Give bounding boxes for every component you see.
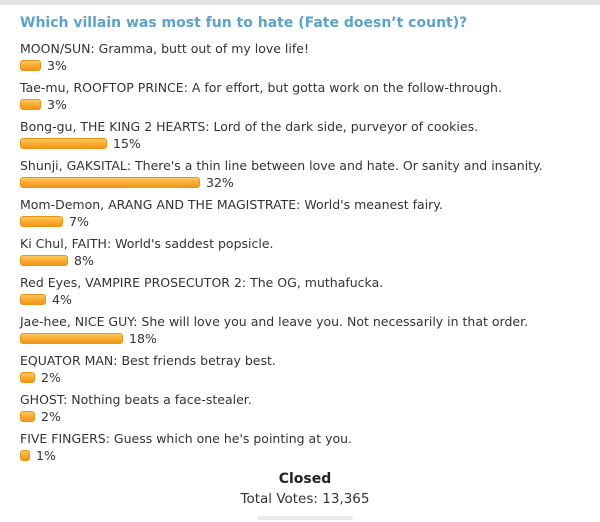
option-label: GHOST: Nothing beats a face-stealer. xyxy=(20,392,252,407)
option-result-row: 32% xyxy=(20,176,590,189)
result-bar xyxy=(20,411,35,422)
result-bar xyxy=(20,294,46,305)
option-result-row: 2% xyxy=(20,410,590,423)
poll-option-row: Red Eyes, VAMPIRE PROSECUTOR 2: The OG, … xyxy=(20,275,590,306)
poll-option-row: Shunji, GAKSITAL: There's a thin line be… xyxy=(20,158,590,189)
option-label: EQUATOR MAN: Best friends betray best. xyxy=(20,353,276,368)
poll-footer: Closed Total Votes: 13,365 xyxy=(20,471,590,508)
option-label: Red Eyes, VAMPIRE PROSECUTOR 2: The OG, … xyxy=(20,275,384,290)
option-label: Mom-Demon, ARANG AND THE MAGISTRATE: Wor… xyxy=(20,197,443,212)
option-label: MOON/SUN: Gramma, butt out of my love li… xyxy=(20,41,309,56)
result-bar xyxy=(20,450,30,461)
option-result-row: 2% xyxy=(20,371,590,384)
result-bar xyxy=(20,177,200,188)
poll-question: Which villain was most fun to hate (Fate… xyxy=(20,15,468,31)
option-label: Bong-gu, THE KING 2 HEARTS: Lord of the … xyxy=(20,119,479,134)
option-result-row: 8% xyxy=(20,254,590,267)
result-percentage: 1% xyxy=(36,448,56,463)
result-percentage: 32% xyxy=(206,175,234,190)
poll-status: Closed xyxy=(278,471,332,487)
option-label: Ki Chul, FAITH: World's saddest popsicle… xyxy=(20,236,274,251)
result-bar xyxy=(20,333,123,344)
option-result-row: 4% xyxy=(20,293,590,306)
bottom-edge-strip xyxy=(257,516,353,520)
poll-option-row: Bong-gu, THE KING 2 HEARTS: Lord of the … xyxy=(20,119,590,150)
result-bar xyxy=(20,138,107,149)
total-votes: Total Votes: 13,365 xyxy=(240,491,370,507)
result-percentage: 15% xyxy=(113,136,141,151)
option-result-row: 3% xyxy=(20,59,590,72)
result-percentage: 2% xyxy=(41,409,61,424)
result-bar xyxy=(20,216,63,227)
option-result-row: 15% xyxy=(20,137,590,150)
poll-options-list: MOON/SUN: Gramma, butt out of my love li… xyxy=(20,41,590,462)
option-label: Jae-hee, NICE GUY: She will love you and… xyxy=(20,314,529,329)
option-label: FIVE FINGERS: Guess which one he's point… xyxy=(20,431,353,446)
result-bar xyxy=(20,255,68,266)
top-edge-strip xyxy=(0,0,600,5)
result-bar xyxy=(20,99,41,110)
result-percentage: 18% xyxy=(129,331,157,346)
result-percentage: 3% xyxy=(47,97,67,112)
poll-option-row: Ki Chul, FAITH: World's saddest popsicle… xyxy=(20,236,590,267)
poll-option-row: Jae-hee, NICE GUY: She will love you and… xyxy=(20,314,590,345)
result-bar xyxy=(20,60,41,71)
result-percentage: 2% xyxy=(41,370,61,385)
poll-option-row: Tae-mu, ROOFTOP PRINCE: A for effort, bu… xyxy=(20,80,590,111)
poll-option-row: MOON/SUN: Gramma, butt out of my love li… xyxy=(20,41,590,72)
result-percentage: 7% xyxy=(69,214,89,229)
option-label: Shunji, GAKSITAL: There's a thin line be… xyxy=(20,158,543,173)
option-result-row: 7% xyxy=(20,215,590,228)
result-percentage: 4% xyxy=(52,292,72,307)
result-percentage: 3% xyxy=(47,58,67,73)
poll-option-row: GHOST: Nothing beats a face-stealer. 2% xyxy=(20,392,590,423)
option-result-row: 3% xyxy=(20,98,590,111)
option-result-row: 1% xyxy=(20,449,590,462)
poll-option-row: Mom-Demon, ARANG AND THE MAGISTRATE: Wor… xyxy=(20,197,590,228)
poll-body: Which villain was most fun to hate (Fate… xyxy=(0,5,600,520)
poll-option-row: EQUATOR MAN: Best friends betray best. 2… xyxy=(20,353,590,384)
result-bar xyxy=(20,372,35,383)
option-label: Tae-mu, ROOFTOP PRINCE: A for effort, bu… xyxy=(20,80,502,95)
option-result-row: 18% xyxy=(20,332,590,345)
poll-option-row: FIVE FINGERS: Guess which one he's point… xyxy=(20,431,590,462)
result-percentage: 8% xyxy=(74,253,94,268)
